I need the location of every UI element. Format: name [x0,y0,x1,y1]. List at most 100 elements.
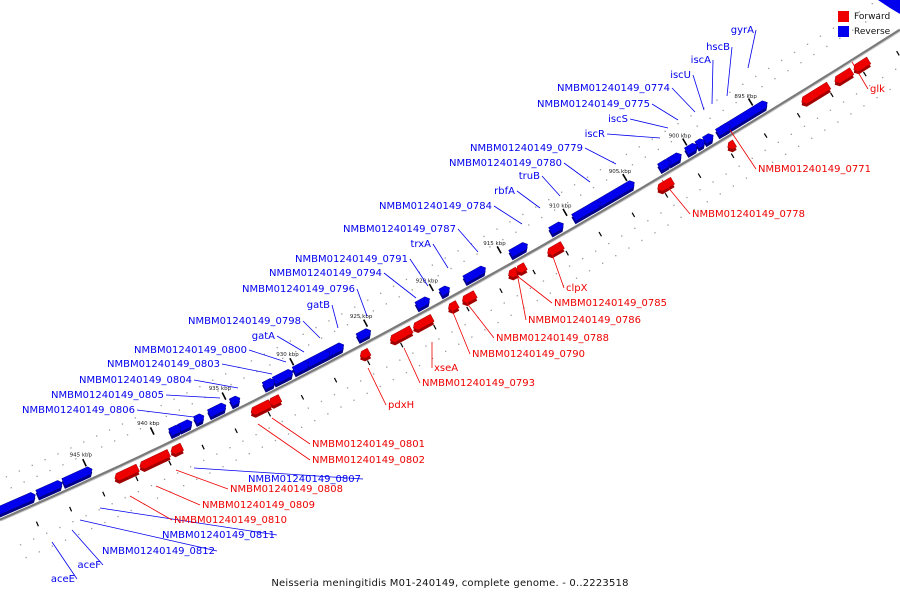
gene-reverse-20[interactable] [228,395,241,410]
gene-reverse-12[interactable] [438,285,450,300]
gene-reverse-11[interactable] [462,265,486,286]
minor-tick [333,377,338,383]
guide-dot [263,353,265,355]
guide-dot [819,35,822,37]
label-23-leader [193,379,239,389]
gene-reverse-27[interactable] [0,492,36,518]
flabel-13: NMBM01240149_0808 [230,484,343,495]
gene-forward-12[interactable] [359,347,372,362]
gene-forward-4[interactable] [657,176,675,195]
guide-dot [816,117,819,119]
label-18: gatB [307,300,330,311]
guide-dot [108,429,111,431]
gene-reverse-6[interactable] [657,159,671,174]
guide-dot [529,287,531,289]
guide-dot [509,221,511,223]
guide-dot [592,186,595,189]
guide-dot [826,45,828,48]
gene-reverse-18[interactable] [271,369,294,388]
minor-tick [862,71,867,77]
guide-dot [693,208,695,211]
tick-mark [747,98,754,106]
gene-reverse-14[interactable] [355,328,372,344]
gene-reverse-17[interactable] [291,360,310,378]
gene-forward-14[interactable] [250,399,273,418]
gene-reverse-13[interactable] [414,296,430,313]
gene-reverse-25[interactable] [61,466,93,489]
gene-reverse-22[interactable] [192,413,205,427]
gene-forward-11[interactable] [389,325,414,346]
guide-dot [405,278,408,280]
gene-reverse-21[interactable] [206,402,227,421]
gene-forward-1[interactable] [834,67,855,87]
guide-dot [49,469,51,472]
guide-dot [842,101,845,103]
guide-dot [85,515,87,517]
label-4-leader [671,87,696,113]
gene-forward-13[interactable] [268,394,283,409]
label-23: NMBM01240149_0804 [79,375,192,386]
tick-mark [682,138,688,146]
guide-dot [308,344,310,346]
gene-forward-6[interactable] [508,266,520,281]
gene-forward-16[interactable] [139,449,171,472]
guide-dot [424,282,426,284]
flabel-3: clpX [566,283,588,294]
gene-reverse-26[interactable] [35,480,63,501]
guide-dot [367,299,369,301]
guide-dot [405,371,408,374]
guide-dot [243,377,245,379]
gene-forward-7[interactable] [516,262,528,276]
guide-dot [289,340,291,342]
guide-dot [301,426,303,428]
gene-forward-0[interactable] [853,56,872,75]
gene-reverse-edge[interactable] [878,0,900,14]
guide-dot [641,239,643,242]
guide-dot [173,398,175,400]
flabel-11-leader [271,417,311,445]
gene-reverse-24[interactable] [168,424,182,440]
gene-reverse-2[interactable] [701,133,714,148]
guide-dot [882,76,884,79]
guide-dot [88,452,90,454]
tick-label: 910 kbp [549,204,572,210]
label-12: NMBM01240149_0784 [379,201,492,212]
guide-dot [850,113,852,115]
guide-dot [444,257,446,259]
guide-dot [618,171,621,174]
gene-reverse-9[interactable] [548,221,564,238]
gene-forward-2[interactable] [801,81,832,107]
guide-dot [196,478,198,480]
gene-forward-3[interactable] [727,139,738,153]
label-19-leader [302,320,321,339]
guide-dot [333,330,336,333]
guide-dot [451,331,453,333]
gene-reverse-8[interactable] [571,200,601,225]
minor-tick [763,133,768,139]
label-17-leader [356,288,368,317]
guide-dot [438,338,440,340]
label-1-leader [726,46,733,97]
gene-reverse-19[interactable] [261,378,276,393]
guide-dot [353,399,355,401]
minor-tick [730,153,735,159]
label-0: gyrA [731,25,754,36]
gene-forward-10[interactable] [413,313,435,333]
gene-reverse-10[interactable] [508,242,528,261]
flabel-10: pdxH [388,400,414,411]
gene-reverse-3[interactable] [694,138,706,152]
gene-forward-5[interactable] [547,241,565,259]
minor-tick [234,428,238,434]
gene-forward-17[interactable] [114,463,140,484]
guide-dot [837,121,839,123]
guide-dot [117,515,119,518]
gene-forward-8[interactable] [462,290,478,307]
guide-dot [380,292,382,294]
gene-reverse-4[interactable] [683,142,698,158]
guide-dot [516,295,518,297]
gene-forward-9[interactable] [448,300,460,314]
gene-forward-15[interactable] [170,442,185,458]
guide-dot [722,109,724,112]
guide-dot [333,394,336,396]
gene-reverse-1[interactable] [714,123,731,140]
